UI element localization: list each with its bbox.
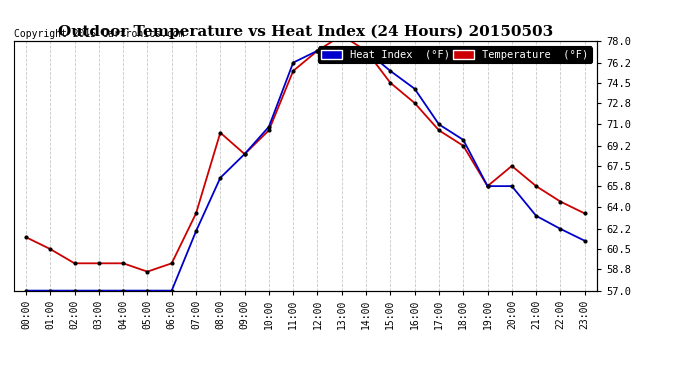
Legend: Heat Index  (°F), Temperature  (°F): Heat Index (°F), Temperature (°F) [317, 46, 591, 63]
Text: Copyright 2015 Cartronics.com: Copyright 2015 Cartronics.com [14, 29, 184, 39]
Title: Outdoor Temperature vs Heat Index (24 Hours) 20150503: Outdoor Temperature vs Heat Index (24 Ho… [58, 24, 553, 39]
